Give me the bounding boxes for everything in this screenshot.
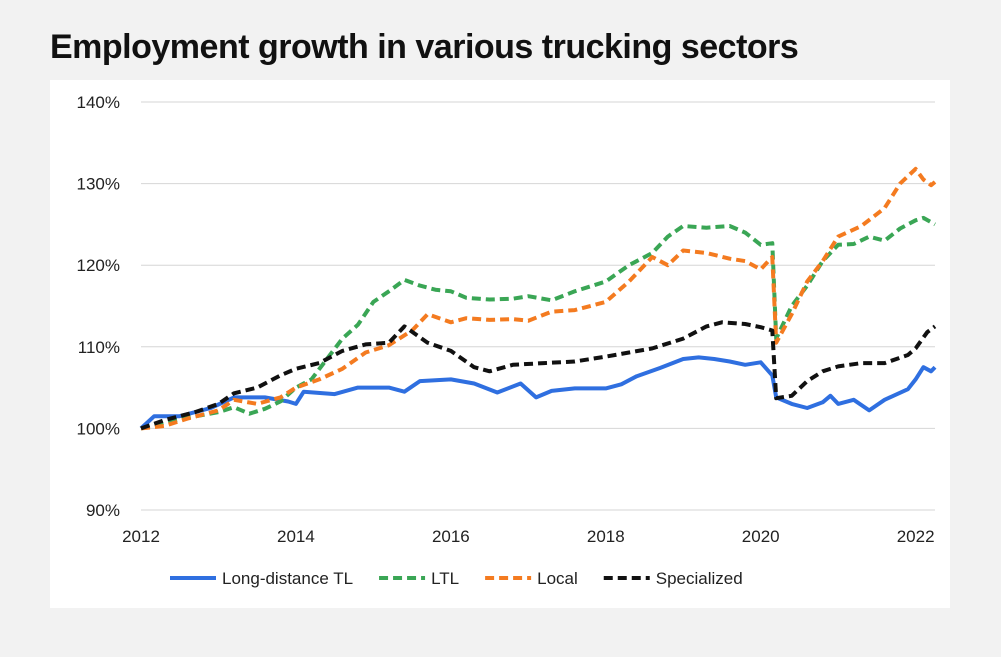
x-tick-label: 2018 — [587, 527, 625, 546]
legend-item: Local — [485, 569, 578, 588]
chart-panel: 90% 100% 110% 120% 130% 140% 2012 2014 2016 2018… — [50, 80, 950, 608]
series-line-long-distance-tl — [139, 355, 937, 430]
legend-item: Long-distance TL — [170, 569, 353, 588]
y-tick-label: 90% — [86, 501, 120, 520]
legend-label: LTL — [431, 569, 459, 588]
legend: Long-distance TL LTL Local Specialized — [170, 569, 743, 588]
grid-lines — [141, 101, 935, 511]
y-tick-label: 120% — [77, 256, 120, 275]
x-tick-label: 2020 — [742, 527, 780, 546]
x-tick-label: 2022 — [897, 527, 935, 546]
legend-item: LTL — [379, 569, 459, 588]
y-tick-label: 110% — [78, 338, 120, 357]
x-tick-label: 2016 — [432, 527, 470, 546]
y-tick-label: 130% — [77, 175, 120, 194]
legend-label: Specialized — [656, 569, 743, 588]
chart-title: Employment growth in various trucking se… — [50, 28, 799, 66]
legend-label: Long-distance TL — [222, 569, 353, 588]
legend-label: Local — [537, 569, 578, 588]
x-tick-label: 2012 — [122, 527, 160, 546]
y-tick-label: 140% — [77, 93, 120, 112]
x-tick-label: 2014 — [277, 527, 315, 546]
legend-item: Specialized — [603, 569, 743, 588]
series-lines — [139, 166, 937, 431]
y-axis-ticks: 90% 100% 110% 120% 130% 140% — [77, 93, 120, 520]
series-line-local — [140, 166, 937, 431]
x-axis-ticks: 2012 2014 2016 2018 2020 2022 — [122, 527, 934, 546]
line-chart: 90% 100% 110% 120% 130% 140% 2012 2014 2016 2018… — [77, 93, 937, 588]
series-line-specialized — [140, 320, 937, 431]
y-tick-label: 100% — [77, 419, 120, 438]
